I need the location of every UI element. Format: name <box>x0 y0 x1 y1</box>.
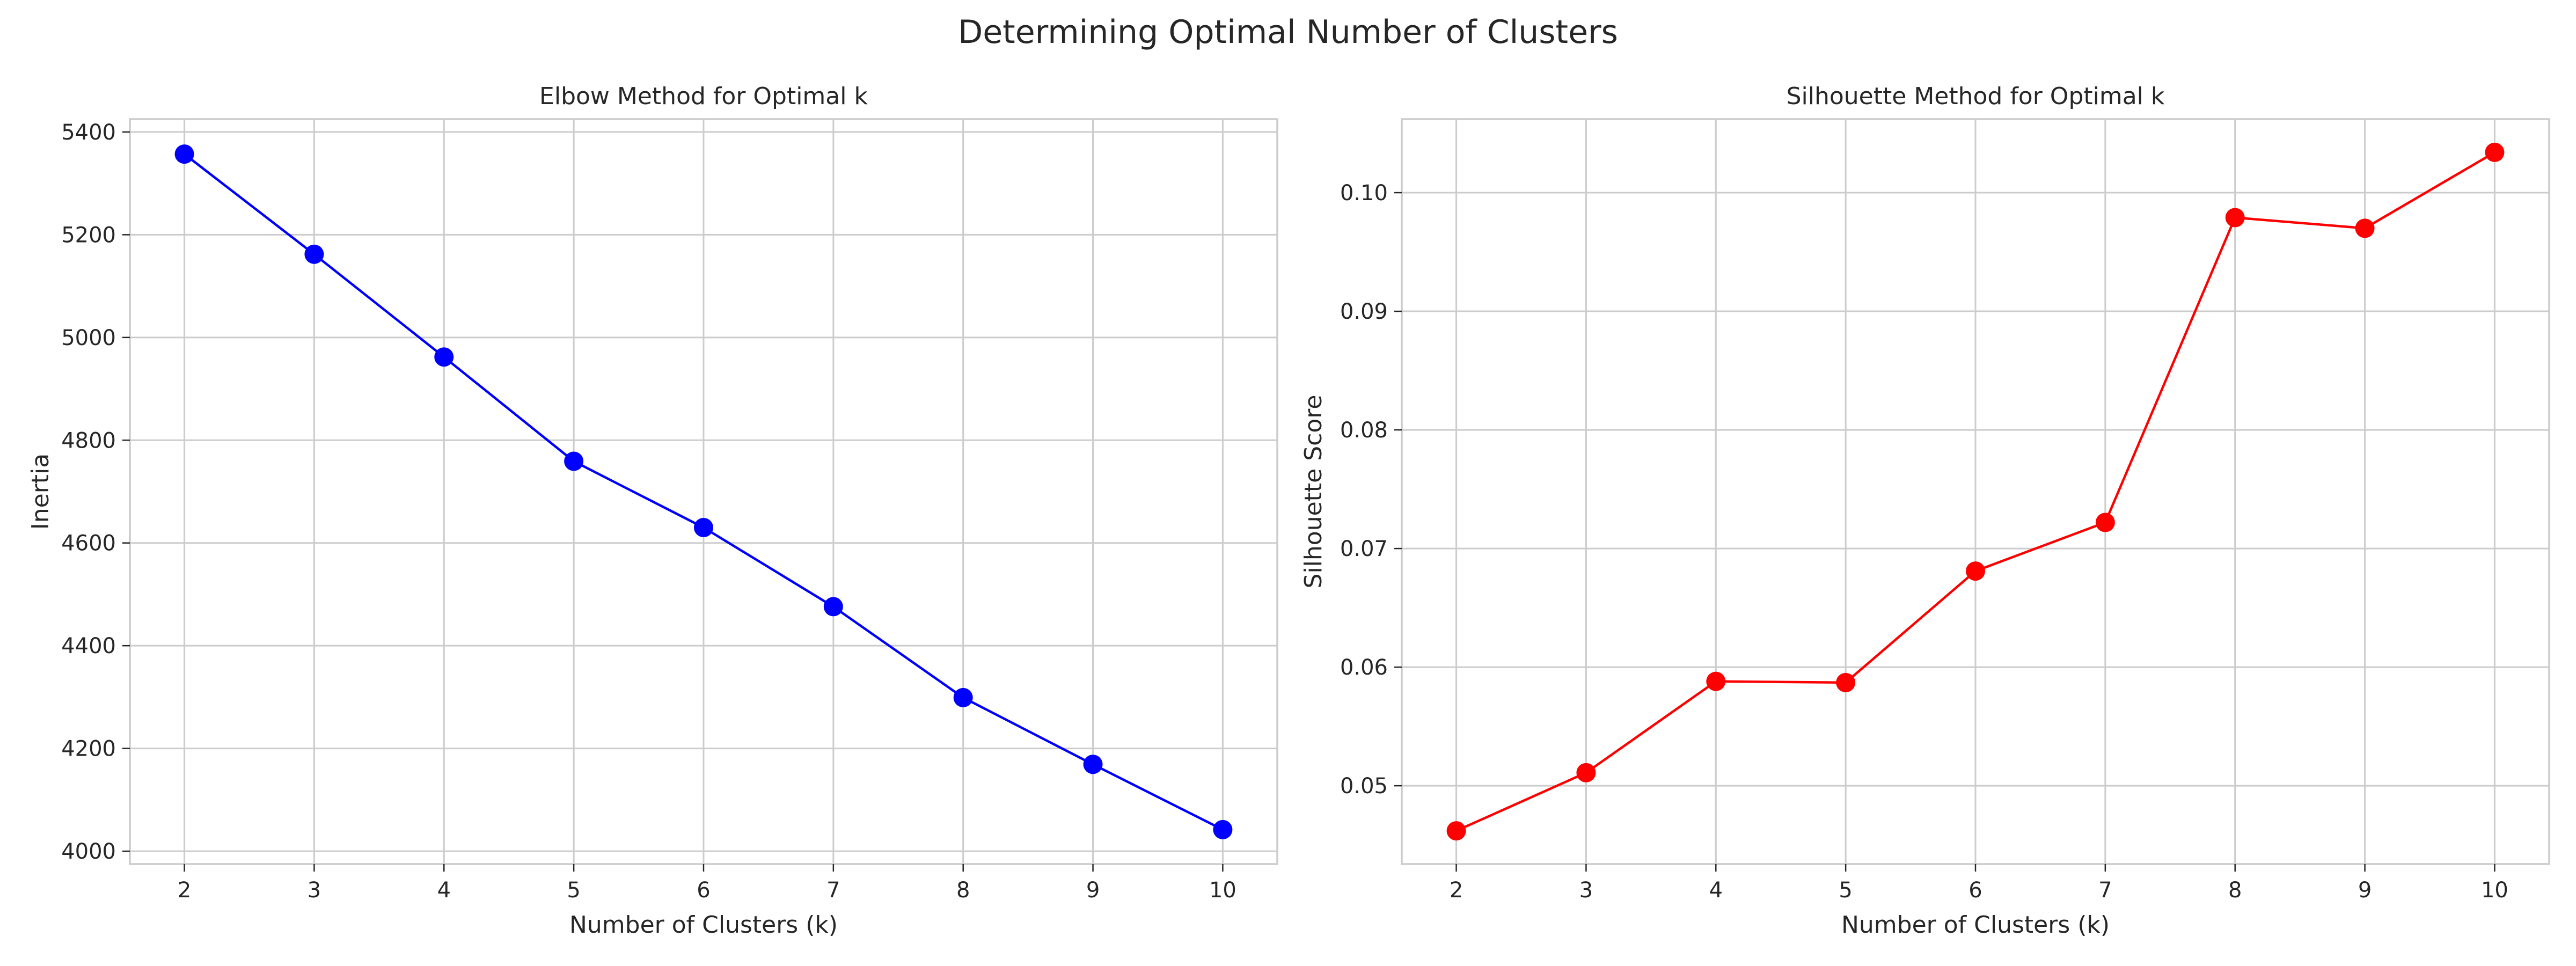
elbow-chart: 2 3 4 5 6 7 8 9 10 4000 4200 4400 4600 4800 5000 5200 54… <box>27 83 1278 939</box>
elbow-x-tick-label: 3 <box>308 878 321 903</box>
silhouette-x-tick-label: 2 <box>1450 878 1463 903</box>
figure-suptitle: Determining Optimal Number of Clusters <box>958 13 1618 51</box>
elbow-data-point <box>564 451 584 471</box>
silhouette-y-tick-label: 0.05 <box>1340 774 1388 799</box>
elbow-x-tick-label: 7 <box>826 878 840 903</box>
silhouette-x-tick-label: 5 <box>1839 878 1852 903</box>
elbow-data-point <box>1083 755 1103 774</box>
elbow-y-tick-label: 4400 <box>61 634 116 658</box>
silhouette-x-tick-label: 10 <box>2481 878 2508 903</box>
elbow-data-point <box>823 597 843 617</box>
elbow-data-point <box>304 244 324 264</box>
elbow-x-tick-label: 4 <box>437 878 451 903</box>
elbow-data-point <box>953 687 973 707</box>
silhouette-data-point <box>2355 218 2375 238</box>
silhouette-data-point <box>1446 821 1466 841</box>
silhouette-data-point <box>1706 671 1726 691</box>
silhouette-data-point <box>2095 513 2115 532</box>
silhouette-x-tick-label: 9 <box>2358 878 2372 903</box>
elbow-x-tick-label: 8 <box>956 878 970 903</box>
silhouette-y-axis-label: Silhouette Score <box>1300 395 1327 589</box>
elbow-data-point <box>434 347 454 367</box>
elbow-y-tick-label: 4000 <box>61 839 116 864</box>
elbow-y-tick-label: 4600 <box>61 531 116 556</box>
silhouette-chart: 2 3 4 5 6 7 8 9 10 0.05 0.06 0.07 0.08 0.09 0.10 Silhou… <box>1300 83 2550 939</box>
elbow-y-tick-label: 5000 <box>61 326 116 350</box>
elbow-chart-title: Elbow Method for Optimal k <box>539 83 868 110</box>
elbow-y-tick-label: 4800 <box>61 428 116 453</box>
silhouette-data-point <box>2485 142 2505 162</box>
elbow-y-axis-label: Inertia <box>27 453 54 530</box>
silhouette-data-point <box>1966 561 1985 581</box>
silhouette-x-tick-label: 7 <box>2098 878 2112 903</box>
elbow-y-tick-label: 5400 <box>61 120 116 145</box>
silhouette-data-point <box>1576 763 1596 782</box>
silhouette-x-tick-label: 4 <box>1709 878 1723 903</box>
silhouette-y-tick-label: 0.07 <box>1340 537 1388 561</box>
silhouette-x-axis-label: Number of Clusters (k) <box>1841 911 2110 939</box>
elbow-x-axis-label: Number of Clusters (k) <box>569 911 838 939</box>
silhouette-x-tick-label: 8 <box>2228 878 2242 903</box>
elbow-x-tick-label: 6 <box>697 878 710 903</box>
elbow-data-point <box>1213 819 1233 839</box>
silhouette-x-tick-label: 3 <box>1579 878 1593 903</box>
silhouette-y-tick-label: 0.06 <box>1340 655 1388 680</box>
silhouette-data-point <box>1836 672 1856 692</box>
silhouette-y-tick-label: 0.08 <box>1340 418 1388 443</box>
elbow-y-tick-label: 5200 <box>61 223 116 247</box>
elbow-y-tick-label: 4200 <box>61 737 116 762</box>
silhouette-data-point <box>2225 208 2245 228</box>
elbow-x-tick-label: 2 <box>178 878 191 903</box>
elbow-x-tick-label: 10 <box>1209 878 1236 903</box>
silhouette-y-tick-label: 0.09 <box>1340 299 1388 324</box>
elbow-data-point <box>174 144 194 164</box>
silhouette-y-tick-label: 0.10 <box>1340 181 1388 206</box>
silhouette-x-tick-label: 6 <box>1968 878 1982 903</box>
elbow-data-point <box>694 518 713 538</box>
silhouette-chart-title: Silhouette Method for Optimal k <box>1787 83 2165 110</box>
elbow-x-tick-label: 5 <box>567 878 580 903</box>
elbow-x-tick-label: 9 <box>1086 878 1100 903</box>
